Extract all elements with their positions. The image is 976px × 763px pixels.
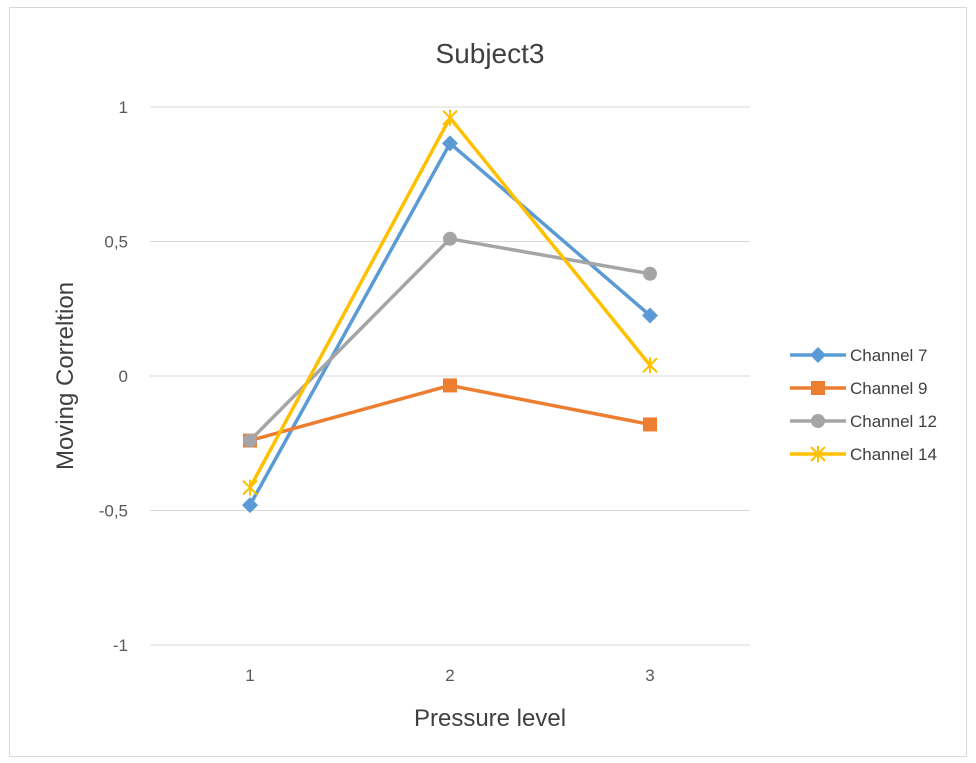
y-tick-label: 1 <box>119 98 128 117</box>
data-point <box>242 497 258 514</box>
y-axis-title: Moving Correltion <box>52 282 79 470</box>
legend-marker <box>810 347 826 363</box>
gridlines <box>150 106 750 646</box>
data-point <box>442 135 458 152</box>
legend-marker <box>810 446 826 462</box>
legend-item: Channel 12 <box>790 412 937 431</box>
y-tick-label: -1 <box>113 636 128 655</box>
data-point <box>642 307 658 324</box>
x-tick-labels: 1 2 3 <box>245 666 654 685</box>
data-point <box>642 357 658 374</box>
legend: Channel 7 Channel 9 Channel 12 Channel 14 <box>790 346 937 464</box>
series-channel-14 <box>242 109 658 496</box>
legend-marker <box>811 414 825 428</box>
data-point <box>442 109 458 126</box>
series-channel-12 <box>243 231 657 448</box>
data-point <box>443 231 457 246</box>
data-point <box>443 378 457 393</box>
series-line <box>248 116 652 489</box>
data-point <box>643 266 657 281</box>
data-point <box>243 433 257 448</box>
legend-label: Channel 12 <box>850 412 937 431</box>
series-line <box>248 141 652 506</box>
y-tick-label: -0,5 <box>99 502 128 521</box>
x-tick-label: 3 <box>645 666 654 685</box>
legend-marker <box>811 381 825 395</box>
y-tick-labels: 1 0,5 0 -0,5 -1 <box>99 98 128 655</box>
series-group <box>242 109 658 514</box>
series-line <box>248 237 651 442</box>
chart-frame <box>9 7 967 757</box>
data-point <box>643 417 657 432</box>
x-tick-label: 1 <box>245 666 254 685</box>
x-axis-title: Pressure level <box>414 705 566 732</box>
data-point <box>242 479 258 496</box>
legend-label: Channel 7 <box>850 346 928 365</box>
series-channel-7 <box>242 135 658 514</box>
y-tick-label: 0 <box>119 367 128 386</box>
y-tick-label: 0,5 <box>104 233 128 252</box>
x-tick-label: 2 <box>445 666 454 685</box>
legend-item: Channel 7 <box>790 346 928 365</box>
legend-label: Channel 9 <box>850 379 928 398</box>
legend-item: Channel 9 <box>790 379 928 398</box>
chart-title: Subject3 <box>436 38 545 69</box>
legend-item: Channel 14 <box>790 445 937 464</box>
legend-label: Channel 14 <box>850 445 937 464</box>
